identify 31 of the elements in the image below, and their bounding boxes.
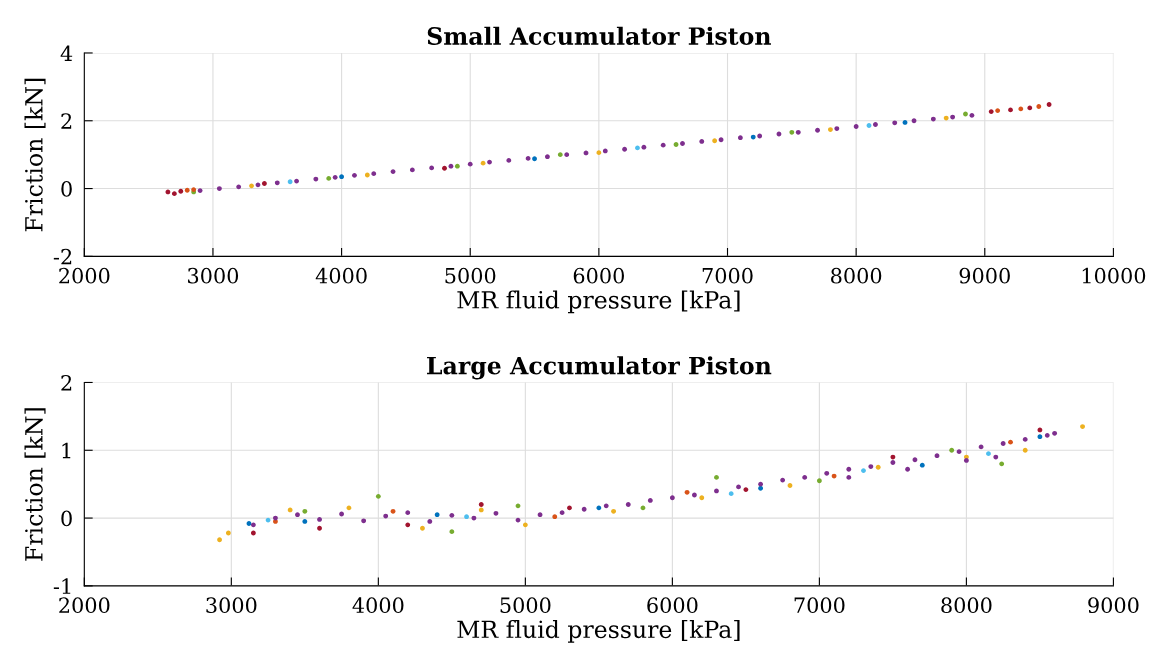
y-axis-title: Friction [kN] xyxy=(24,78,46,232)
x-tick-label: 3000 xyxy=(188,267,239,284)
y-tick-label: 2 xyxy=(61,374,72,391)
x-tick-label: 4000 xyxy=(352,597,404,614)
x-tick-label: 4000 xyxy=(315,267,367,284)
x-tick-label: 7000 xyxy=(794,597,845,614)
y-tick-label: -2 xyxy=(53,248,72,265)
y-tick-label: -1 xyxy=(53,578,71,594)
x-tick-label: 7000 xyxy=(702,267,753,284)
chart-title: Large Accumulator Piston xyxy=(427,356,772,380)
x-tick-label: 5000 xyxy=(500,597,551,614)
y-tick-label: 0 xyxy=(61,510,72,527)
y-tick-label: 0 xyxy=(61,181,72,197)
x-tick-label: 2000 xyxy=(59,267,110,284)
x-tick-label: 8000 xyxy=(941,597,992,614)
x-axis-title: MR fluid pressure [kPa] xyxy=(457,290,740,314)
x-tick-label: 6000 xyxy=(573,267,624,284)
y-tick-label: 4 xyxy=(60,45,73,61)
x-tick-label: 9000 xyxy=(1088,597,1139,614)
chart-title: Small Accumulator Piston xyxy=(427,26,771,45)
y-tick-label: 1 xyxy=(62,442,71,459)
x-tick-label: 2000 xyxy=(59,597,110,614)
y-tick-label: 2 xyxy=(61,113,72,129)
x-tick-label: 5000 xyxy=(445,267,496,284)
x-axis-title: MR fluid pressure [kPa] xyxy=(457,619,740,643)
y-axis-title: Friction [kN] xyxy=(24,408,46,561)
x-tick-label: 9000 xyxy=(959,267,1010,284)
x-tick-label: 10000 xyxy=(1082,267,1146,284)
x-tick-label: 8000 xyxy=(831,267,882,284)
x-tick-label: 6000 xyxy=(647,597,698,614)
x-tick-label: 3000 xyxy=(206,597,257,614)
